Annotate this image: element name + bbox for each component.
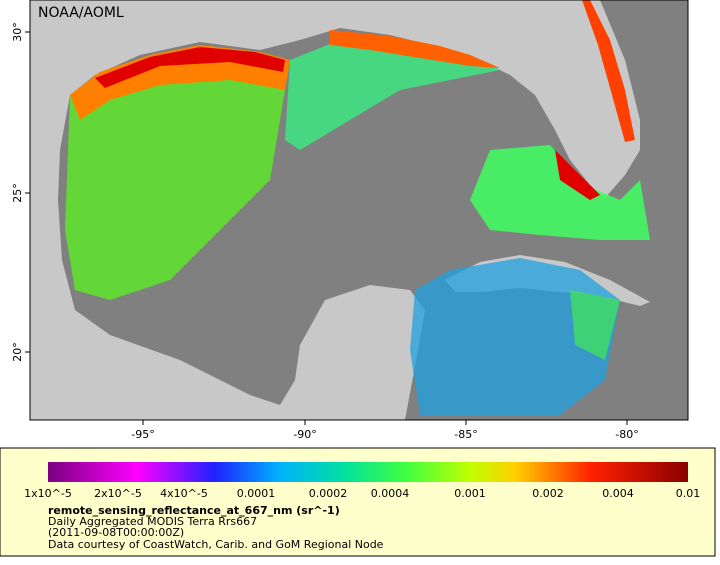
data-patch: [570, 290, 620, 360]
y-tick-label: 30°: [11, 22, 24, 42]
data-patch: [285, 38, 500, 150]
colorbar: [48, 462, 688, 482]
colorbar-tick-label: 0.004: [602, 487, 634, 500]
legend-variable: remote_sensing_reflectance_at_667_nm (sr…: [48, 504, 340, 517]
x-tick-label: -95°: [131, 428, 154, 441]
legend-time: (2011-09-08T00:00:00Z): [48, 526, 184, 539]
x-tick-label: -80°: [615, 428, 638, 441]
colorbar-tick-label: 2x10^-5: [94, 487, 142, 500]
map: [30, 0, 688, 420]
data-patch: [555, 150, 600, 200]
data-patch: [582, 0, 635, 142]
data-patch: [330, 30, 500, 68]
y-axis: 30° 25° 20°: [11, 22, 30, 362]
colorbar-ticks: 1x10^-5 2x10^-5 4x10^-5 0.0001 0.0002 0.0004 0…: [24, 487, 700, 500]
map-frame: [29, 0, 689, 421]
data-patch: [410, 258, 620, 415]
colorbar-tick-label: 0.01: [676, 487, 701, 500]
data-patch: [95, 47, 285, 88]
y-tick-label: 25°: [11, 183, 24, 203]
legend-source: Data courtesy of CoastWatch, Carib. and …: [48, 538, 384, 551]
colorbar-tick-label: 4x10^-5: [160, 487, 208, 500]
colorbar-tick-label: 0.002: [532, 487, 564, 500]
x-tick-label: -85°: [454, 428, 477, 441]
x-axis: -95° -90° -85° -80°: [131, 420, 639, 441]
colorbar-tick-label: 0.0001: [237, 487, 276, 500]
legend-dataset: Daily Aggregated MODIS Terra Rrs667: [48, 515, 257, 528]
data-patch: [470, 145, 650, 240]
colorbar-tick-label: 0.0002: [309, 487, 348, 500]
land: [30, 0, 640, 420]
data-patch: [65, 45, 290, 300]
y-tick-label: 20°: [11, 342, 24, 362]
colorbar-tick-label: 0.0004: [371, 487, 410, 500]
colorbar-tick-label: 0.001: [454, 487, 486, 500]
colorbar-tick-label: 1x10^-5: [24, 487, 72, 500]
x-tick-label: -90°: [293, 428, 316, 441]
data-patch: [70, 45, 290, 120]
credit: NOAA/AOML: [38, 5, 124, 21]
